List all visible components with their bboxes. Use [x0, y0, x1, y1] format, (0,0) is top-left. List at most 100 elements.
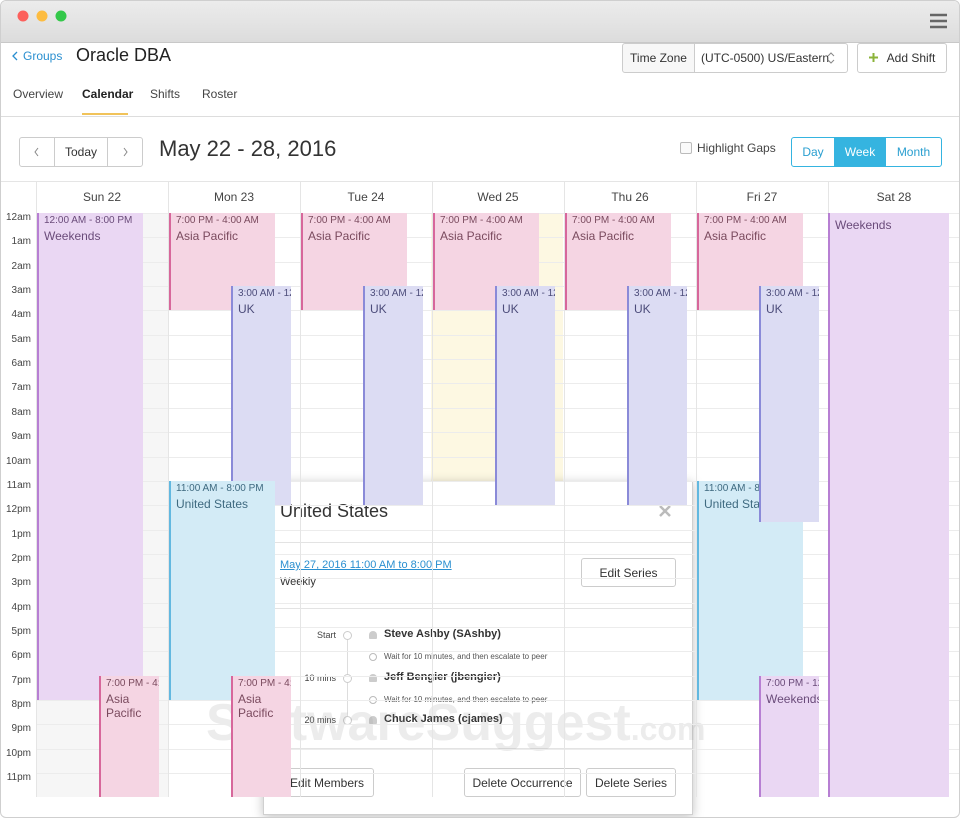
shift-event[interactable]: 12:00 AM - 8:00 PM Weekends — [37, 213, 143, 700]
event-name: UK — [502, 302, 519, 317]
step-dot — [343, 674, 352, 683]
divider — [264, 748, 692, 749]
view-button[interactable]: Month — [885, 137, 942, 167]
event-time: 3:00 AM - 12:00 PM — [634, 288, 687, 300]
tab[interactable]: Overview — [13, 87, 64, 101]
hour-label: 6am — [11, 358, 31, 370]
today-button[interactable]: Today — [54, 137, 108, 167]
step-person: Jeff Bengier (jbengier) — [384, 671, 501, 683]
divider — [1, 116, 959, 117]
next-button[interactable] — [107, 137, 143, 167]
tab[interactable]: Roster — [202, 87, 238, 101]
hour-line — [36, 724, 959, 726]
edit-series-button[interactable]: Edit Series — [581, 558, 676, 587]
event-name: Asia Pacific — [440, 229, 503, 243]
hour-label: 7pm — [11, 674, 31, 686]
event-name: Weekends — [835, 218, 892, 232]
zoom-light[interactable] — [55, 10, 67, 22]
step-note: Wait for 10 minutes, and then escalate t… — [384, 695, 547, 704]
hour-label: 9pm — [11, 723, 31, 735]
day-header: Thu 26 — [611, 190, 649, 204]
event-name: Asia Pacific — [176, 229, 239, 243]
step-label: Start — [316, 630, 336, 640]
event-time: 7:00 PM - 4:00 AM — [238, 677, 291, 689]
day-header: Sun 22 — [82, 190, 122, 204]
popover-button[interactable]: Delete Occurrence — [464, 768, 581, 797]
hour-line — [36, 748, 959, 750]
hour-label: 8am — [11, 406, 31, 418]
shift-event[interactable]: 3:00 AM - 12:00 PM UK — [363, 286, 423, 506]
hour-label: 7am — [11, 382, 31, 394]
add-shift-button[interactable]: Add Shift — [857, 43, 947, 73]
step-person: Chuck James (cjames) — [384, 713, 503, 725]
tab[interactable]: Calendar — [82, 87, 134, 101]
hour-label: 10am — [5, 455, 31, 467]
hour-label: 4pm — [11, 601, 31, 613]
event-time: 7:00 PM - 4:00 AM — [106, 677, 159, 689]
step-label: 10 mins — [304, 673, 336, 683]
back-icon[interactable] — [12, 51, 20, 61]
day-header: Fri 27 — [746, 190, 778, 204]
event-time: 3:00 AM - 12:00 PM — [766, 288, 819, 300]
event-time: 11:00 AM - 8:00 PM — [704, 482, 792, 494]
shift-event[interactable]: Weekends — [828, 213, 949, 798]
shift-event[interactable]: 3:00 AM - 12:00 PM UK — [759, 286, 819, 523]
prev-button[interactable] — [19, 137, 55, 167]
select-caret — [827, 52, 835, 64]
event-time: 3:00 AM - 12:00 PM — [370, 288, 423, 300]
event-name: Asia Pacific — [238, 691, 274, 720]
event-time: 7:00 PM - 4:00 AM — [176, 215, 259, 226]
shift-event[interactable]: 7:00 PM - 12:00 AM Weekends — [759, 675, 819, 798]
shift-event[interactable]: 7:00 PM - 4:00 AM Asia Pacific — [231, 675, 291, 798]
date-link[interactable]: May 27, 2016 11:00 AM to 8:00 PM — [280, 559, 452, 571]
day-header: Tue 24 — [347, 190, 385, 204]
view-button[interactable]: Week — [834, 137, 886, 167]
hour-label: 3am — [11, 285, 31, 297]
highlight-checkbox[interactable] — [680, 142, 692, 154]
shift-event[interactable]: 3:00 AM - 12:00 PM UK — [627, 286, 687, 506]
hour-label: 8pm — [11, 699, 31, 710]
hour-line — [36, 529, 959, 531]
close-icon[interactable] — [659, 505, 671, 517]
hour-line — [36, 553, 959, 555]
hour-line — [36, 578, 959, 580]
event-time: 7:00 PM - 4:00 AM — [572, 215, 655, 226]
shift-event[interactable]: 11:00 AM - 8:00 PM United States — [169, 480, 275, 700]
hour-label: 10pm — [5, 747, 31, 759]
day-header: Wed 25 — [477, 190, 519, 204]
event-time: 3:00 AM - 12:00 PM — [502, 288, 555, 300]
person-icon — [369, 674, 377, 682]
hour-label: 1am — [11, 236, 31, 248]
shift-event[interactable]: 7:00 PM - 4:00 AM Asia Pacific — [99, 675, 159, 798]
event-name: Asia Pacific — [106, 691, 142, 720]
highlight-label[interactable]: Highlight Gaps — [697, 141, 776, 155]
window-controls — [17, 10, 947, 29]
hour-line — [36, 675, 959, 677]
hour-line — [36, 602, 959, 604]
shift-event[interactable]: 3:00 AM - 12:00 PM UK — [495, 286, 555, 506]
menu-icon[interactable] — [930, 13, 947, 29]
day-header: Mon 23 — [213, 190, 255, 204]
event-time: 7:00 PM - 4:00 AM — [308, 215, 391, 226]
popover-button[interactable]: Edit Members — [280, 768, 374, 797]
day-line — [36, 182, 37, 797]
back-link[interactable]: Groups — [23, 49, 63, 63]
divider — [264, 542, 692, 543]
shift-event[interactable]: 3:00 AM - 12:00 PM UK — [231, 286, 291, 506]
hour-label: 6pm — [11, 650, 31, 662]
tab[interactable]: Shifts — [150, 87, 181, 101]
event-name: Weekends — [766, 691, 819, 706]
minimize-light[interactable] — [36, 10, 48, 22]
event-name: Asia Pacific — [704, 229, 767, 243]
active-tab-indicator — [82, 113, 128, 115]
timezone-select[interactable]: (UTC-0500) US/Eastern — [694, 43, 848, 73]
watermark-suffix: .com — [630, 711, 706, 747]
title-bar — [1, 1, 959, 43]
close-light[interactable] — [17, 10, 29, 22]
divider — [264, 608, 692, 609]
event-name: United States — [704, 496, 777, 511]
popover-button[interactable]: Delete Series — [586, 768, 676, 797]
step-label: 20 mins — [304, 715, 336, 725]
group-title: Oracle DBA — [76, 45, 172, 65]
view-button[interactable]: Day — [791, 137, 835, 167]
